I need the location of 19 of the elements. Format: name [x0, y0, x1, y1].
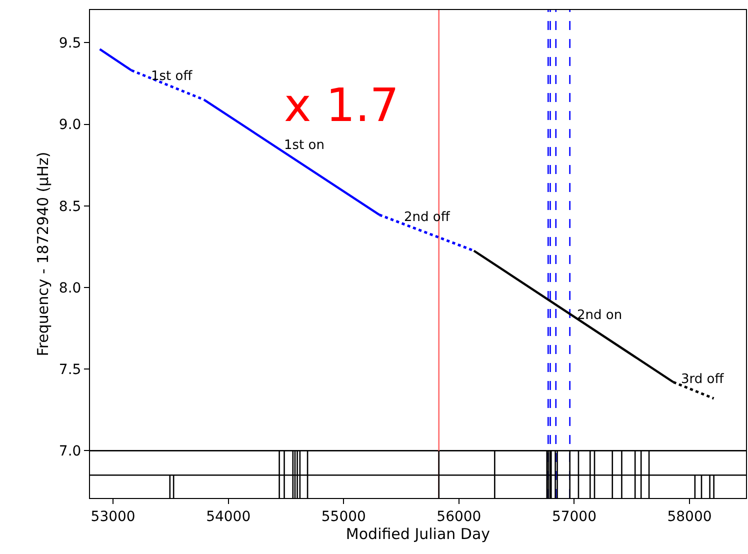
- y-tick-label: 8.0: [58, 280, 82, 296]
- x-tick-label: 57000: [552, 508, 596, 525]
- x-tick-label: 56000: [436, 508, 482, 525]
- x-tick-label: 55000: [321, 508, 366, 525]
- y-tick-label: 7.0: [58, 444, 82, 460]
- annotation: 1st on: [284, 138, 324, 153]
- y-tick-label: 8.5: [58, 198, 82, 215]
- x-axis-title: Modified Julian Day: [346, 524, 490, 543]
- y-axis-title: Frequency - 1872940 (μHz): [34, 152, 52, 356]
- y-tick-label: 9.0: [58, 117, 82, 134]
- x-tick-label: 54000: [206, 508, 251, 525]
- x-tick-label: 53000: [90, 508, 136, 525]
- y-tick-label: 9.5: [58, 36, 82, 52]
- annotation: x 1.7: [284, 78, 399, 132]
- annotation: 2nd on: [577, 308, 622, 323]
- x-tick-label: 58000: [667, 508, 712, 525]
- annotation: 1st off: [151, 69, 194, 84]
- annotation: 3rd off: [681, 372, 725, 387]
- y-tick-label: 7.5: [58, 362, 82, 378]
